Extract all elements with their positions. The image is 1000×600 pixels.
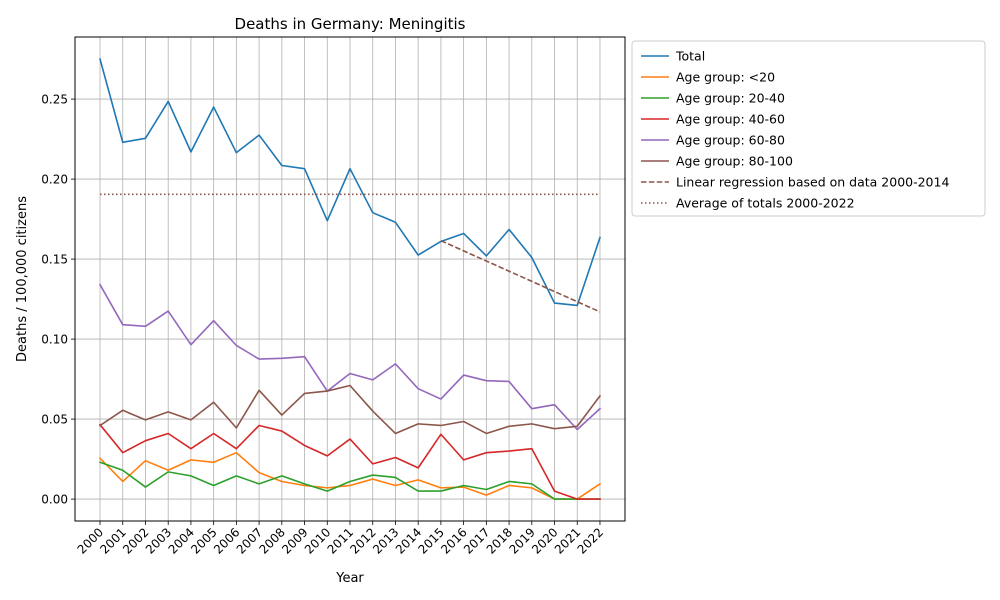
series-line-2 [99,461,601,500]
legend-label: Linear regression based on data 2000-201… [676,175,949,190]
series-line-1 [98,451,602,500]
legend-label: Age group: 20-40 [676,91,785,106]
legend-label: Age group: <20 [676,70,775,85]
legend: Total Age group: <20 Age group: 20-40 Age g… [631,40,986,217]
series-line-6 [440,239,601,313]
series-line-0 [99,58,601,307]
legend-label: Age group: 60-80 [676,133,785,148]
legend-label: Age group: 80-100 [676,154,793,169]
legend-label: Average of totals 2000-2022 [676,196,855,211]
y-tick-label: 0.15 [41,253,68,267]
y-tick-label: 0.05 [41,413,68,427]
legend-label: Total [675,49,705,64]
y-tick-label: 0.25 [41,93,68,107]
y-tick-label: 0.00 [41,493,68,507]
series-line-4 [98,283,602,431]
series-layer [98,58,602,500]
y-tick-label: 0.10 [41,333,68,347]
grid [75,37,625,521]
legend-label: Age group: 40-60 [676,112,785,127]
legend-frame [631,40,986,217]
x-axis-label: Year [335,571,364,586]
series-line-3 [98,423,601,500]
y-axis-label: Deaths / 100,000 citizens [15,196,30,362]
chart-title: Deaths in Germany: Meningitis [235,15,466,33]
y-tick-label: 0.20 [41,173,68,187]
y-axis: 0.00 0.05 0.10 0.15 0.20 0.25 [41,93,75,507]
series-line-5 [98,384,602,435]
